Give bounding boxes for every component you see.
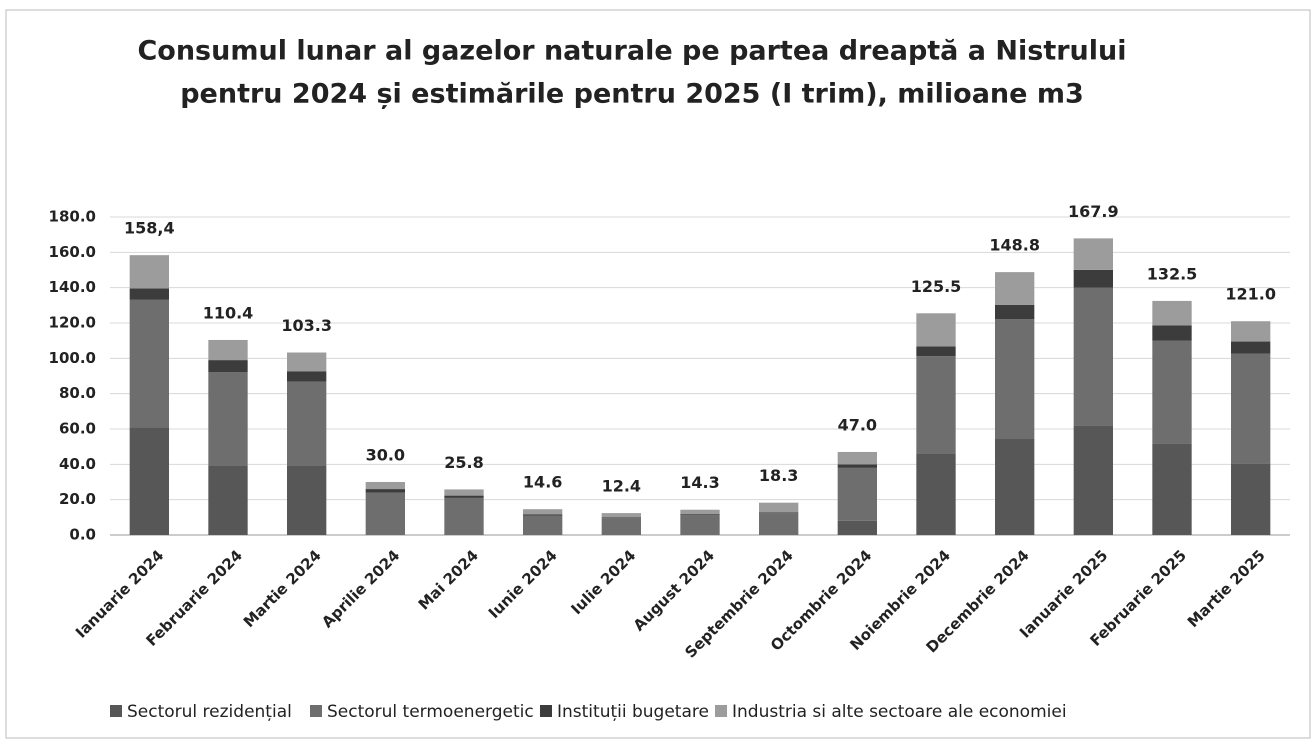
bar-segment xyxy=(1231,341,1271,354)
bar-segment xyxy=(837,520,877,535)
bar-segment xyxy=(916,356,956,454)
legend-label: Instituții bugetare xyxy=(557,702,709,722)
legend-swatch xyxy=(110,705,122,717)
bar-segment xyxy=(1073,425,1113,535)
bar-segment xyxy=(444,497,484,535)
total-label: 14.3 xyxy=(680,473,719,492)
y-tick-label: 100.0 xyxy=(49,349,96,367)
bar-segment xyxy=(1231,463,1271,535)
x-tick-label: Mai 2024 xyxy=(415,546,482,613)
total-label: 167.9 xyxy=(1068,202,1119,221)
y-tick-label: 160.0 xyxy=(49,243,96,261)
legend-swatch xyxy=(715,705,727,717)
x-tick-label: August 2024 xyxy=(630,546,718,634)
bar-segment xyxy=(1152,443,1192,535)
total-label: 132.5 xyxy=(1147,264,1198,283)
legend-label: Sectorul rezidențial xyxy=(127,702,292,722)
bar-segment xyxy=(601,518,641,535)
bar-segment xyxy=(365,482,405,490)
y-tick-label: 0.0 xyxy=(69,526,96,544)
legend-label: Sectorul termoenergetic xyxy=(327,702,534,722)
bar-segment xyxy=(1073,287,1113,426)
bar-segment xyxy=(680,515,720,535)
x-tick-label: Aprilie 2024 xyxy=(318,546,403,631)
bar-segment xyxy=(287,381,327,466)
bar-segment xyxy=(916,313,956,347)
bar-segment xyxy=(208,339,248,361)
x-tick-label: Martie 2025 xyxy=(1184,546,1269,631)
bar-segment xyxy=(208,360,248,373)
total-label: 110.4 xyxy=(203,303,254,322)
y-tick-label: 40.0 xyxy=(59,455,96,473)
bar-segment xyxy=(995,438,1035,535)
bar-segment xyxy=(523,509,563,515)
bar-segment xyxy=(208,465,248,535)
total-label: 125.5 xyxy=(911,277,962,296)
legend-label: Industria si alte sectoare ale economiei xyxy=(732,702,1067,722)
bar-segment xyxy=(129,288,169,300)
bar-segment xyxy=(759,512,799,514)
bar-segment xyxy=(208,372,248,466)
bar-segment xyxy=(129,427,169,535)
bar-segment xyxy=(365,492,405,535)
total-label: 14.6 xyxy=(523,473,562,492)
y-tick-label: 140.0 xyxy=(49,278,96,296)
bar-segment xyxy=(1073,269,1113,288)
total-label: 18.3 xyxy=(759,466,798,485)
bar-segment xyxy=(444,495,484,498)
bar-segment xyxy=(837,464,877,468)
bar-segment xyxy=(837,467,877,521)
bar-segment xyxy=(129,299,169,428)
bar-segment xyxy=(1152,325,1192,341)
bar-segment xyxy=(1152,340,1192,444)
y-tick-label: 80.0 xyxy=(59,384,96,402)
bar-segment xyxy=(1152,300,1192,326)
bar-segment xyxy=(759,513,799,535)
total-label: 148.8 xyxy=(989,236,1040,255)
total-label: 47.0 xyxy=(838,415,877,434)
bar-segment xyxy=(523,514,563,516)
bar-segment xyxy=(916,453,956,535)
bar-segment xyxy=(916,346,956,357)
bar-segment xyxy=(523,515,563,535)
bar-segment xyxy=(995,304,1035,320)
legend-swatch xyxy=(540,705,552,717)
chart-title: pentru 2024 și estimările pentru 2025 (I… xyxy=(180,79,1084,110)
legend-swatch xyxy=(310,705,322,717)
bar-segment xyxy=(680,514,720,516)
bar-segment xyxy=(287,465,327,535)
total-label: 25.8 xyxy=(444,453,483,472)
bar-segment xyxy=(287,352,327,372)
total-label: 158,4 xyxy=(124,219,175,238)
y-tick-label: 20.0 xyxy=(59,490,96,508)
x-tick-label: Iulie 2024 xyxy=(567,546,639,618)
bar-segment xyxy=(995,319,1035,439)
x-tick-label: Martie 2024 xyxy=(240,546,325,631)
bar-segment xyxy=(680,509,720,515)
bar-segment xyxy=(1073,238,1113,270)
y-tick-label: 180.0 xyxy=(49,208,96,226)
total-label: 12.4 xyxy=(602,477,641,496)
bar-segment xyxy=(601,513,641,518)
bar-segment xyxy=(601,517,641,519)
bar-segment xyxy=(759,502,799,513)
bar-segment xyxy=(129,255,169,289)
total-label: 121.0 xyxy=(1225,285,1276,304)
chart-title: Consumul lunar al gazelor naturale pe pa… xyxy=(137,36,1126,67)
x-tick-label: Iunie 2024 xyxy=(485,546,561,622)
y-tick-label: 120.0 xyxy=(49,314,96,332)
bar-segment xyxy=(837,451,877,465)
bar-segment xyxy=(365,489,405,493)
bar-segment xyxy=(287,371,327,382)
bar-segment xyxy=(1231,353,1271,464)
y-tick-label: 60.0 xyxy=(59,420,96,438)
frame xyxy=(5,9,1311,739)
bar-segment xyxy=(995,272,1035,305)
bar-segment xyxy=(1231,321,1271,342)
total-label: 30.0 xyxy=(366,446,405,465)
total-label: 103.3 xyxy=(281,316,332,335)
bar-segment xyxy=(444,489,484,496)
